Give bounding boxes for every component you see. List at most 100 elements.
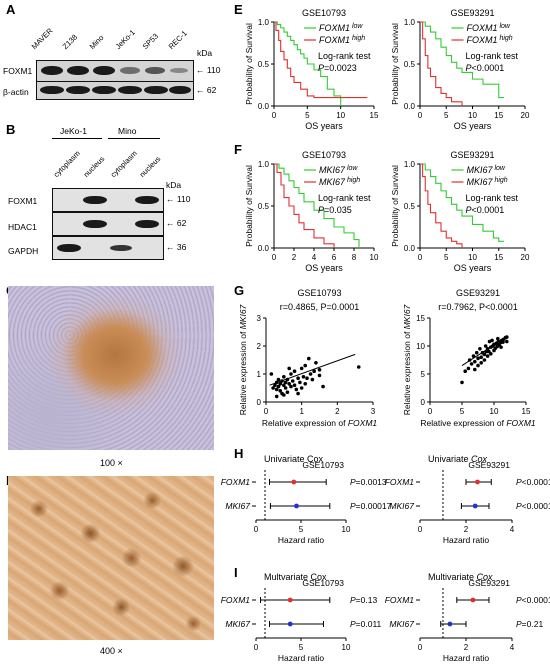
p-value-label: P=0.13 xyxy=(350,595,377,605)
magnification-label: 100 × xyxy=(100,458,123,468)
panel-label-b: B xyxy=(6,122,16,137)
scatter-point xyxy=(308,372,313,376)
y-tick-label: 1.0 xyxy=(258,160,270,169)
scatter-point xyxy=(483,344,488,348)
x-tick-label: 0 xyxy=(428,407,433,416)
x-axis-label: Relative expression of FOXM1 xyxy=(262,418,378,428)
p-value-label: P=0.035 xyxy=(318,205,352,215)
kda-value: ← 110 xyxy=(166,194,191,204)
x-tick-label: 2 xyxy=(464,525,469,534)
scatter-point xyxy=(283,380,288,385)
x-tick-label: 20 xyxy=(521,111,530,120)
scatter-point xyxy=(285,390,290,395)
x-axis-label: OS years xyxy=(454,263,492,273)
scatter-point xyxy=(501,340,505,344)
scatter-point xyxy=(299,366,304,371)
x-tick-label: 0 xyxy=(272,253,277,262)
kda-value: ← 62 xyxy=(196,85,217,95)
scatter-point xyxy=(469,362,474,366)
p-value-label: P<0.0001 xyxy=(466,205,505,215)
scatter-point xyxy=(490,338,494,343)
blot-strip-foxm1 xyxy=(52,188,164,212)
panel-label-i: I xyxy=(234,565,238,580)
x-tick-label: 2 xyxy=(335,407,340,416)
scatter-point xyxy=(299,386,304,390)
y-tick-label: 0.5 xyxy=(404,202,416,211)
x-tick-label: 10 xyxy=(468,111,477,120)
scatter-point xyxy=(296,391,300,396)
row-label: MKI67 xyxy=(389,501,414,511)
p-value-label: P=0.011 xyxy=(350,619,382,629)
scatter-point xyxy=(317,373,322,378)
scatter-point xyxy=(294,387,299,392)
kda-value: ← 110 xyxy=(196,65,221,75)
scatter-point xyxy=(289,384,293,389)
x-tick-label: 10 xyxy=(490,407,499,416)
x-tick-label: 4 xyxy=(312,253,317,262)
scatter-point xyxy=(466,366,471,371)
panel-label-a: A xyxy=(6,2,16,17)
scatter-point xyxy=(271,386,275,390)
scatter-point xyxy=(287,366,291,371)
p-value-label: P=0.00017 xyxy=(350,501,392,511)
p-value-label: P<0.0001 xyxy=(466,63,505,73)
scatter-point xyxy=(479,361,484,365)
scatter-point xyxy=(303,363,308,368)
x-tick-label: 15 xyxy=(494,111,503,120)
magnification-label: 400 × xyxy=(100,646,123,656)
scatter-point xyxy=(310,377,315,382)
x-tick-label: 15 xyxy=(522,407,531,416)
x-axis-label: OS years xyxy=(305,121,343,131)
scatter-point xyxy=(301,375,306,379)
scatter-point xyxy=(289,372,293,376)
scatter-point xyxy=(496,336,500,341)
x-tick-label: 4 xyxy=(510,525,515,534)
x-tick-label: 10 xyxy=(336,111,345,120)
x-tick-label: 10 xyxy=(370,253,379,262)
km-curve-high xyxy=(274,163,335,248)
group-bar xyxy=(108,138,160,139)
row-label: FOXM1 xyxy=(385,477,415,487)
km-curve-high xyxy=(420,163,463,248)
row-label-foxm1: FOXM1 xyxy=(3,66,33,76)
scatter-point xyxy=(473,359,477,364)
scatter-point xyxy=(307,356,311,361)
y-tick-label: 0.5 xyxy=(404,60,416,69)
stat-test-label: Log-rank test xyxy=(466,193,519,203)
scatter-point xyxy=(499,345,503,349)
scatter-point xyxy=(273,383,277,388)
scatter-point xyxy=(290,379,295,383)
x-tick-label: 0 xyxy=(418,643,423,652)
scatter-point xyxy=(296,376,300,381)
legend-label-high: MKI67 high xyxy=(467,177,508,187)
regression-line xyxy=(269,353,356,386)
row-label-actin: β-actin xyxy=(3,87,29,97)
scatter-point xyxy=(476,356,480,361)
km-curve-high xyxy=(420,21,463,106)
hazard-ratio-point xyxy=(287,597,293,603)
hazard-ratio-point xyxy=(447,621,453,627)
y-axis-label: Probability of Survival xyxy=(390,23,400,105)
dataset-label: GSE93291 xyxy=(468,460,510,470)
x-tick-label: 10 xyxy=(468,253,477,262)
y-tick-label: 0.0 xyxy=(404,102,416,111)
panel-label-e: E xyxy=(234,2,243,17)
scatter-point xyxy=(278,389,283,393)
scatter-point xyxy=(314,361,318,365)
hazard-ratio-point xyxy=(294,503,299,509)
y-tick-label: 0 xyxy=(421,398,426,407)
chart-title: Univariate Cox xyxy=(428,454,488,464)
scatter-point xyxy=(282,383,286,388)
y-axis-label: Relative expression of MKI67 xyxy=(402,304,412,415)
chart-title: GSE10793 xyxy=(302,150,346,160)
scatter-point xyxy=(479,355,484,360)
chart-title: GSE93291 xyxy=(450,150,494,160)
scatter-point xyxy=(269,372,274,376)
x-tick-label: 5 xyxy=(299,525,304,534)
chart-title: GSE10793 xyxy=(302,8,346,18)
y-tick-label: 1.0 xyxy=(404,160,416,169)
y-tick-label: 1 xyxy=(257,370,262,379)
scatter-point xyxy=(278,382,283,386)
scatter-point xyxy=(356,365,361,369)
